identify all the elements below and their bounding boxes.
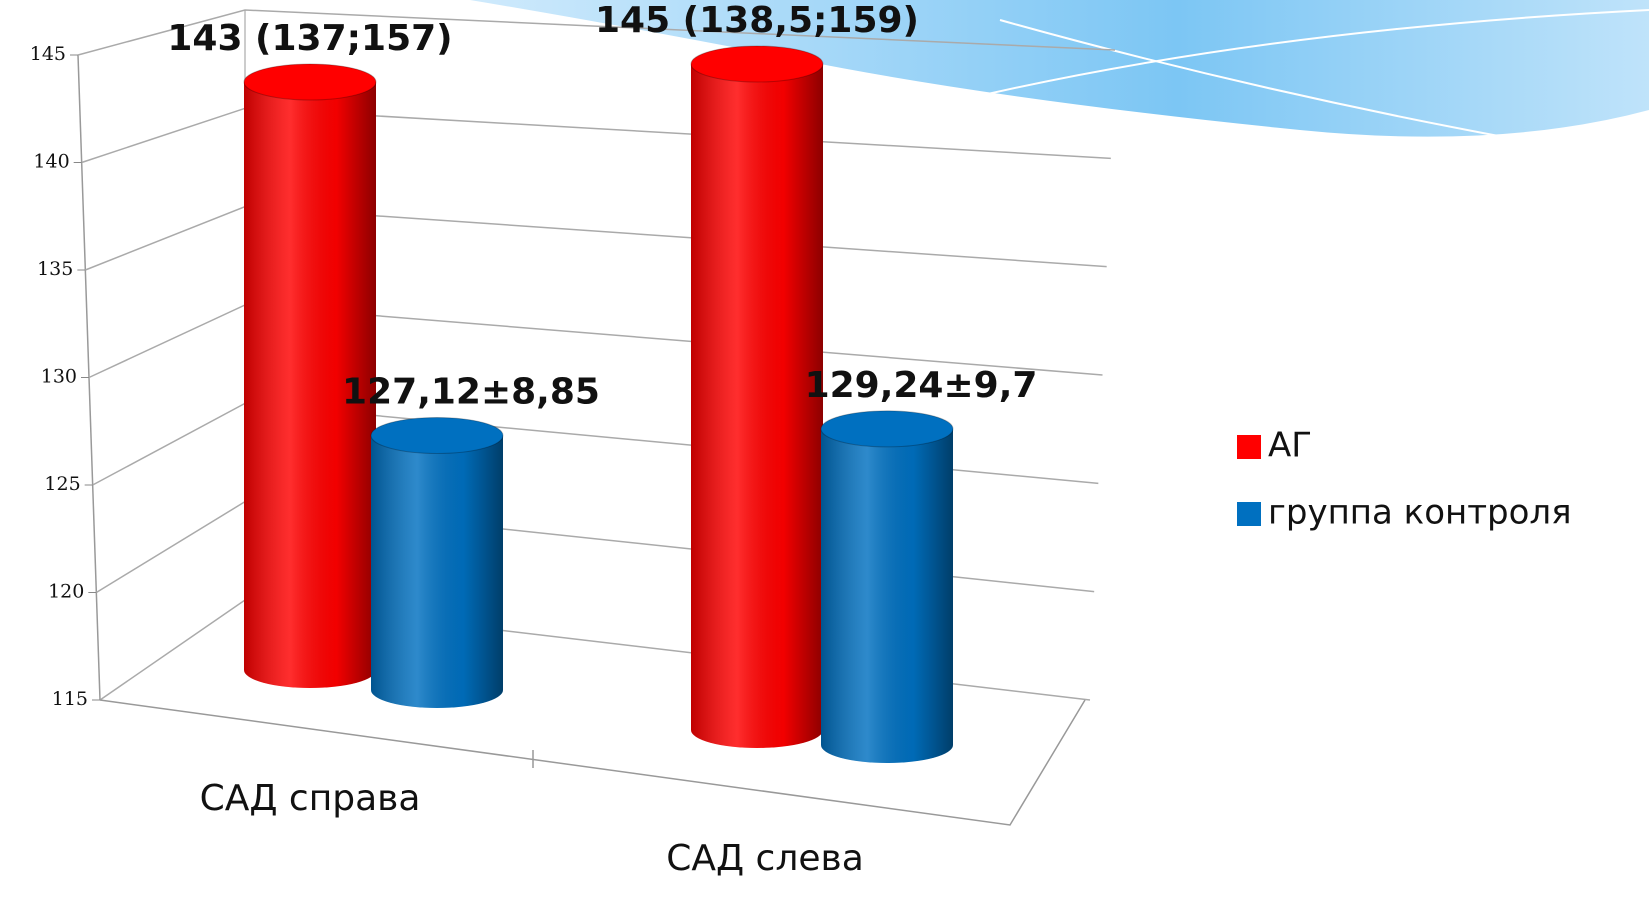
data-label: 127,12±8,85 <box>342 371 600 412</box>
bar-shade <box>691 64 823 748</box>
y-tick-label: 125 <box>44 473 80 495</box>
y-tick-label: 145 <box>30 43 66 65</box>
y-tick-label: 140 <box>33 151 69 173</box>
bar-shade <box>821 428 953 763</box>
legend-label: группа контроля <box>1268 493 1572 533</box>
x-tick-label: САД слева <box>666 838 864 879</box>
y-tick-label: 135 <box>37 258 73 280</box>
y-tick-label: 120 <box>48 581 84 603</box>
bar-shade <box>371 435 503 708</box>
grid-line <box>85 205 1107 271</box>
bar-top <box>820 410 954 448</box>
legend-swatch <box>1237 435 1261 459</box>
x-tick-label: САД справа <box>200 778 421 819</box>
bar-top <box>243 63 377 101</box>
y-tick-label: 130 <box>41 366 77 388</box>
legend-label: АГ <box>1268 426 1312 466</box>
legend-swatch <box>1237 502 1261 526</box>
legend: АГ группа контроля <box>1237 426 1572 533</box>
background-wave-line <box>939 9 1649 106</box>
bar-top <box>370 416 504 454</box>
floor-edge <box>99 699 1086 826</box>
data-label: 143 (137;157) <box>167 18 452 59</box>
background-wave-line <box>999 19 1521 141</box>
data-label: 129,24±9,7 <box>805 365 1038 406</box>
bar-top <box>690 45 824 83</box>
bar-shade <box>244 82 376 688</box>
plot-area: 115 120 125 130 135 140 145 САД справа 143 (137;… <box>30 0 1116 879</box>
data-label: 145 (138,5;159) <box>595 0 919 41</box>
grid-line <box>77 9 1116 56</box>
grid-line <box>81 107 1111 164</box>
y-tick-label: 115 <box>52 688 88 710</box>
